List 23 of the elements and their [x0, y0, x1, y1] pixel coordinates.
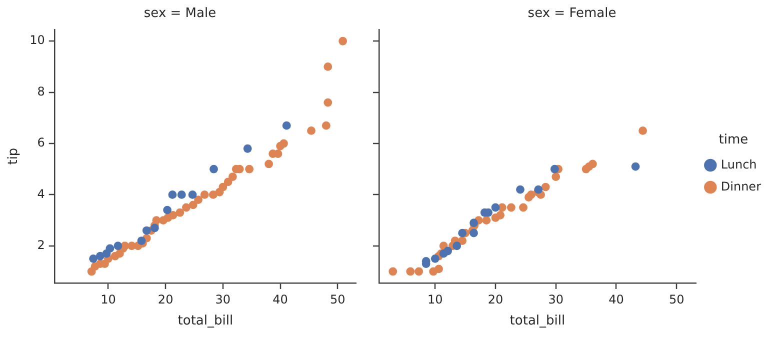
- y-axis-title: tip: [6, 148, 22, 165]
- y-tick-label: 6: [37, 136, 45, 150]
- legend-label: Lunch: [720, 157, 757, 172]
- x-tick-label: 40: [272, 292, 288, 306]
- x-tick-label: 20: [158, 292, 174, 306]
- legend-label: Dinner: [720, 179, 762, 194]
- y-tick-label: 4: [37, 186, 45, 201]
- x-tick-label: 30: [548, 292, 564, 306]
- y-tick-label: 2: [37, 238, 45, 252]
- y-tick-label: 8: [37, 84, 45, 98]
- chart-title: sex = Female: [528, 6, 616, 22]
- x-tick-label: 30: [215, 292, 231, 306]
- legend-title: time: [718, 132, 748, 148]
- chart-title: sex = Male: [144, 6, 216, 22]
- x-axis-title: total_bill: [178, 314, 234, 329]
- x-tick-label: 50: [668, 292, 684, 306]
- x-tick-label: 10: [427, 292, 443, 306]
- x-axis-title: total_bill: [510, 314, 566, 329]
- x-tick-label: 50: [330, 292, 346, 306]
- y-tick-label: 10: [30, 33, 45, 48]
- x-tick-label: 10: [100, 292, 116, 306]
- x-tick-label: 40: [608, 292, 624, 306]
- x-tick-label: 20: [488, 292, 504, 306]
